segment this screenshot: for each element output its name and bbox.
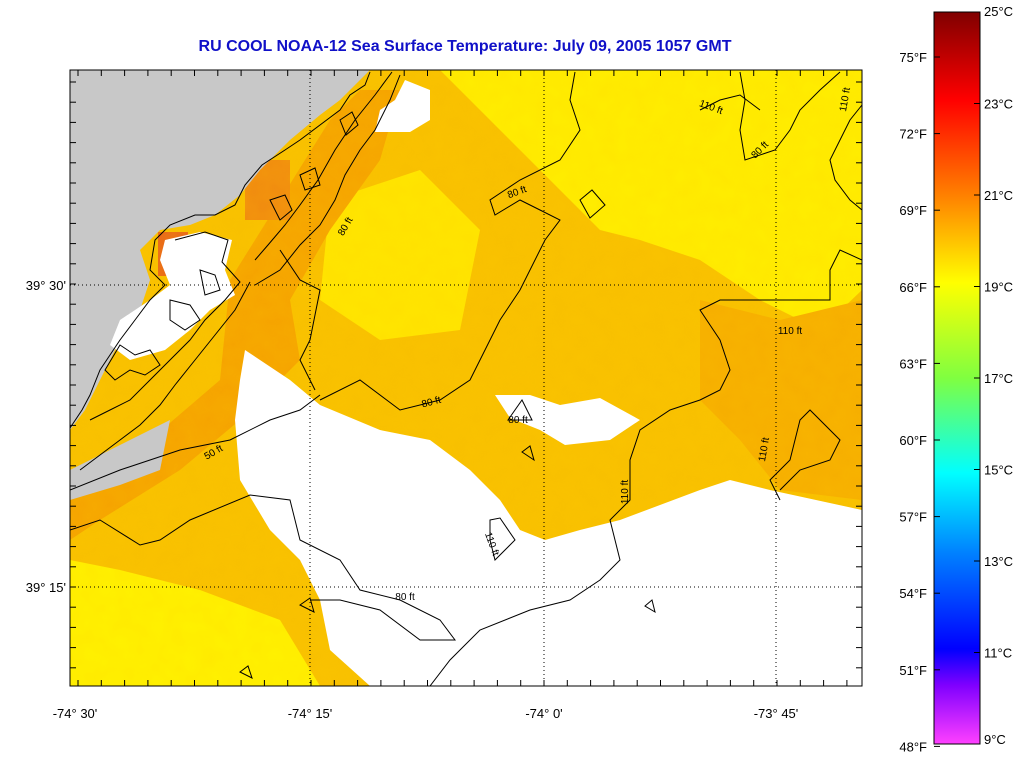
colorbar-f-label: 75°F xyxy=(899,50,927,65)
contour-80ft-c xyxy=(279,249,321,391)
colorbar-c-label: 15°C xyxy=(984,463,1013,478)
contour-80ft-e xyxy=(507,399,533,421)
colorbar-c-label: 11°C xyxy=(984,646,1012,661)
contour-110ft-e xyxy=(489,517,516,561)
contour-110ft-c xyxy=(429,249,862,686)
colorbar-f-label: 54°F xyxy=(899,586,927,601)
colorbar-fahrenheit-labels: 75°F 72°F 69°F 66°F 63°F 60°F 57°F 54°F 51°F 48°F xyxy=(899,50,927,754)
colorbar-f-label: 63°F xyxy=(899,356,927,371)
nodata-central xyxy=(235,350,862,686)
colorbar-f-label: 72°F xyxy=(899,127,927,142)
map-title: RU COOL NOAA-12 Sea Surface Temperature:… xyxy=(198,38,732,55)
lon-label-4: -73° 45' xyxy=(754,706,799,721)
contour-small-3 xyxy=(644,599,656,614)
colorbar-f-label: 51°F xyxy=(899,663,927,678)
colorbar xyxy=(933,11,981,745)
colorbar-c-label: 13°C xyxy=(984,554,1013,569)
nodata-bay xyxy=(110,232,235,360)
colorbar-ticks xyxy=(934,11,980,747)
marsh-path-2 xyxy=(169,299,201,331)
marsh-path-1 xyxy=(104,344,161,381)
contour-small-5 xyxy=(521,445,535,462)
lon-label-2: -74° 15' xyxy=(288,706,333,721)
plot-frame xyxy=(69,69,863,687)
contour-small-2 xyxy=(299,597,315,613)
colorbar-c-label: 9°C xyxy=(984,732,1006,747)
contour-label: 80 ft xyxy=(395,592,415,603)
inlet-path xyxy=(79,281,251,471)
colorbar-f-label: 57°F xyxy=(899,510,927,525)
contour-50ft-north xyxy=(254,74,401,286)
nodata-north xyxy=(375,80,430,132)
colorbar-c-label: 23°C xyxy=(984,97,1013,112)
contour-50ft xyxy=(70,394,321,491)
contour-110ft-b xyxy=(829,104,862,211)
contour-80ft-b xyxy=(319,71,581,411)
colorbar-c-label: 21°C xyxy=(984,188,1013,203)
contour-small-4 xyxy=(239,665,253,679)
contour-label: 80 ft xyxy=(508,415,528,426)
nodata-patch xyxy=(495,395,640,445)
depth-contours xyxy=(70,71,862,686)
marsh-path-3 xyxy=(199,269,221,296)
gridlines xyxy=(70,70,862,686)
colorbar-celsius-labels: 25°C 23°C 21°C 19°C 17°C 15°C 13°C 11°C 9°C xyxy=(984,4,1013,747)
axis-ticks xyxy=(70,70,862,686)
contour-label: 110 ft xyxy=(757,436,772,462)
contour-label: 110 ft xyxy=(838,86,853,112)
contour-label: 80 ft xyxy=(421,395,443,411)
colorbar-f-label: 66°F xyxy=(899,280,927,295)
land-area xyxy=(70,70,370,430)
lon-label-3: -74° 0' xyxy=(525,706,562,721)
colorbar-f-label: 60°F xyxy=(899,433,927,448)
contour-80ft-a xyxy=(70,494,456,641)
barrier-island-path xyxy=(254,71,393,261)
contour-label: 110 ft xyxy=(778,326,802,337)
lat-label-1: 39° 30' xyxy=(26,278,66,293)
contour-small-1 xyxy=(579,189,606,219)
colorbar-c-label: 19°C xyxy=(984,280,1013,295)
contour-80ft-d xyxy=(739,71,841,161)
contour-110ft-d xyxy=(769,409,841,501)
marsh-path-6 xyxy=(339,111,359,136)
colorbar-f-label: 69°F xyxy=(899,203,927,218)
lat-label-2: 39° 15' xyxy=(26,580,66,595)
colorbar-c-label: 17°C xyxy=(984,371,1013,386)
colorbar-c-label: 25°C xyxy=(984,4,1013,19)
coastline-path xyxy=(70,71,371,429)
contour-label: 110 ft xyxy=(620,480,631,504)
marsh-path-4 xyxy=(269,194,293,221)
colorbar-f-label: 48°F xyxy=(899,739,927,754)
bay-shore-path xyxy=(89,231,241,421)
contour-110ft-a xyxy=(699,94,761,111)
coastline xyxy=(70,71,393,471)
lon-label-1: -74° 30' xyxy=(53,706,98,721)
